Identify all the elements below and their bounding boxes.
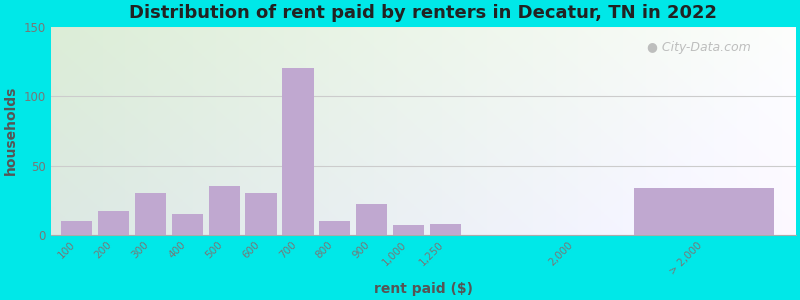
Bar	[393, 225, 424, 235]
Bar	[246, 193, 277, 235]
Title: Distribution of rent paid by renters in Decatur, TN in 2022: Distribution of rent paid by renters in …	[130, 4, 718, 22]
Bar	[98, 212, 130, 235]
Text: ● City-Data.com: ● City-Data.com	[647, 41, 750, 54]
Bar	[209, 186, 240, 235]
Bar	[282, 68, 314, 235]
Bar	[356, 204, 387, 235]
Bar	[430, 224, 461, 235]
Bar	[134, 193, 166, 235]
Bar	[634, 188, 774, 235]
Y-axis label: households: households	[4, 86, 18, 176]
Bar	[61, 221, 92, 235]
Bar	[319, 221, 350, 235]
X-axis label: rent paid ($): rent paid ($)	[374, 282, 473, 296]
Bar	[172, 214, 203, 235]
